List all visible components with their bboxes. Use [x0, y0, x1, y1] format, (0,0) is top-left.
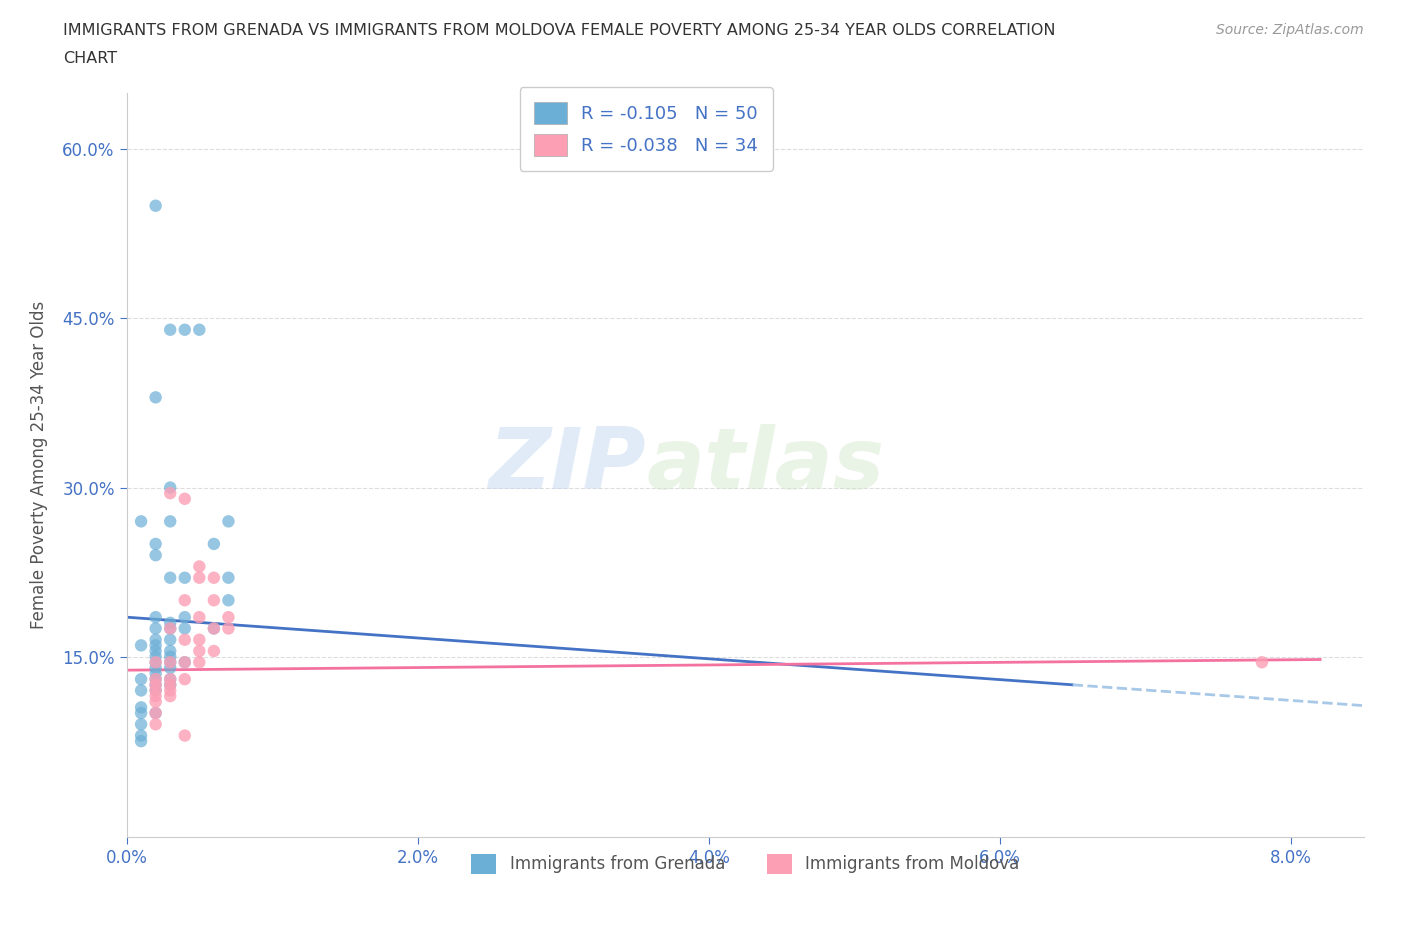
Point	[145, 548, 167, 563]
Point	[145, 683, 167, 698]
Point	[159, 649, 181, 664]
Point	[159, 671, 181, 686]
Point	[159, 480, 181, 495]
Point	[159, 485, 181, 500]
Point	[129, 683, 152, 698]
Point	[188, 655, 211, 670]
Point	[159, 677, 181, 692]
Point	[159, 616, 181, 631]
Point	[173, 728, 195, 743]
Point	[159, 683, 181, 698]
Point	[159, 621, 181, 636]
Point	[202, 570, 225, 585]
Point	[202, 592, 225, 607]
Point	[129, 706, 152, 721]
Point	[173, 655, 195, 670]
Point	[202, 644, 225, 658]
Point	[159, 655, 181, 670]
Point	[202, 621, 225, 636]
Point	[159, 688, 181, 703]
Point	[129, 638, 152, 653]
Point	[217, 592, 239, 607]
Point	[145, 621, 167, 636]
Point	[129, 700, 152, 715]
Point	[188, 644, 211, 658]
Point	[129, 717, 152, 732]
Point	[145, 632, 167, 647]
Point	[159, 655, 181, 670]
Point	[145, 666, 167, 681]
Point	[145, 638, 167, 653]
Point	[145, 660, 167, 675]
Text: IMMIGRANTS FROM GRENADA VS IMMIGRANTS FROM MOLDOVA FEMALE POVERTY AMONG 25-34 YE: IMMIGRANTS FROM GRENADA VS IMMIGRANTS FR…	[63, 23, 1056, 38]
Point	[145, 537, 167, 551]
Point	[173, 621, 195, 636]
Point	[217, 570, 239, 585]
Point	[145, 706, 167, 721]
Point	[202, 537, 225, 551]
Point	[145, 649, 167, 664]
Point	[159, 644, 181, 658]
Point	[129, 728, 152, 743]
Point	[173, 570, 195, 585]
Point	[145, 390, 167, 405]
Point	[159, 621, 181, 636]
Point	[145, 717, 167, 732]
Text: CHART: CHART	[63, 51, 117, 66]
Point	[173, 671, 195, 686]
Point	[145, 677, 167, 692]
Text: ZIP: ZIP	[488, 423, 647, 507]
Point	[173, 610, 195, 625]
Point	[145, 655, 167, 670]
Point	[159, 323, 181, 338]
Point	[1251, 655, 1274, 670]
Point	[159, 514, 181, 529]
Y-axis label: Female Poverty Among 25-34 Year Olds: Female Poverty Among 25-34 Year Olds	[31, 301, 48, 629]
Point	[188, 610, 211, 625]
Point	[129, 734, 152, 749]
Point	[173, 491, 195, 506]
Point	[202, 621, 225, 636]
Point	[145, 683, 167, 698]
Legend: Immigrants from Grenada, Immigrants from Moldova: Immigrants from Grenada, Immigrants from…	[464, 847, 1026, 881]
Point	[188, 323, 211, 338]
Point	[217, 610, 239, 625]
Point	[173, 592, 195, 607]
Point	[217, 621, 239, 636]
Point	[145, 671, 167, 686]
Point	[145, 671, 167, 686]
Point	[129, 514, 152, 529]
Point	[145, 610, 167, 625]
Point	[145, 655, 167, 670]
Text: atlas: atlas	[647, 423, 884, 507]
Point	[159, 677, 181, 692]
Point	[145, 677, 167, 692]
Point	[217, 514, 239, 529]
Point	[145, 644, 167, 658]
Point	[145, 706, 167, 721]
Text: Source: ZipAtlas.com: Source: ZipAtlas.com	[1216, 23, 1364, 37]
Point	[173, 632, 195, 647]
Point	[188, 570, 211, 585]
Point	[159, 570, 181, 585]
Point	[159, 671, 181, 686]
Point	[173, 323, 195, 338]
Point	[159, 660, 181, 675]
Point	[145, 695, 167, 710]
Point	[188, 559, 211, 574]
Point	[173, 655, 195, 670]
Point	[188, 632, 211, 647]
Point	[159, 632, 181, 647]
Point	[145, 688, 167, 703]
Point	[129, 671, 152, 686]
Point	[145, 198, 167, 213]
